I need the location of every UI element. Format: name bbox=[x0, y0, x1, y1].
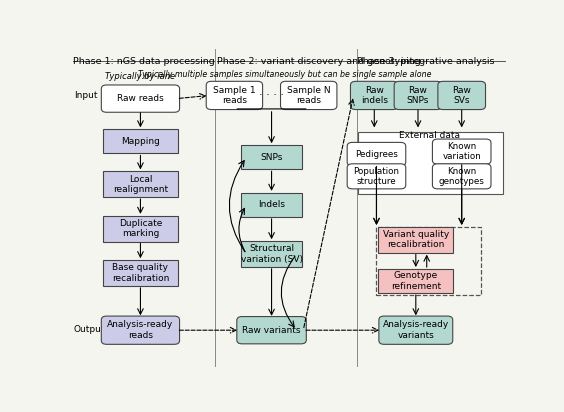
FancyBboxPatch shape bbox=[103, 171, 178, 197]
FancyBboxPatch shape bbox=[102, 316, 179, 344]
Text: Sample N
reads: Sample N reads bbox=[287, 86, 331, 105]
Text: Mapping: Mapping bbox=[121, 137, 160, 146]
Text: Base quality
recalibration: Base quality recalibration bbox=[112, 263, 169, 283]
Text: Typically multiple samples simultaneously but can be single sample alone: Typically multiple samples simultaneousl… bbox=[138, 70, 431, 79]
Text: Duplicate
marking: Duplicate marking bbox=[119, 219, 162, 239]
Text: Sample 1
reads: Sample 1 reads bbox=[213, 86, 255, 105]
FancyBboxPatch shape bbox=[379, 316, 453, 344]
FancyBboxPatch shape bbox=[237, 316, 306, 344]
Text: Variant quality
recalibration: Variant quality recalibration bbox=[383, 230, 449, 250]
Bar bbox=[377, 227, 481, 295]
FancyBboxPatch shape bbox=[433, 164, 491, 189]
FancyBboxPatch shape bbox=[102, 85, 179, 112]
Text: Raw
SNPs: Raw SNPs bbox=[407, 86, 429, 105]
Text: Population
structure: Population structure bbox=[354, 166, 399, 186]
Bar bbox=[358, 132, 503, 194]
FancyBboxPatch shape bbox=[241, 145, 302, 169]
Text: Analysis-ready
variants: Analysis-ready variants bbox=[383, 321, 449, 340]
FancyBboxPatch shape bbox=[103, 260, 178, 286]
Text: Local
realignment: Local realignment bbox=[113, 175, 168, 194]
FancyBboxPatch shape bbox=[347, 164, 406, 189]
Text: External data: External data bbox=[399, 131, 460, 140]
FancyBboxPatch shape bbox=[433, 139, 491, 164]
Text: Pedigrees: Pedigrees bbox=[355, 150, 398, 159]
Text: Typically by lane: Typically by lane bbox=[105, 72, 175, 81]
Text: Indels: Indels bbox=[258, 200, 285, 209]
FancyBboxPatch shape bbox=[280, 81, 337, 110]
Text: Phase 2: variant discovery and genotyping: Phase 2: variant discovery and genotypin… bbox=[217, 57, 421, 66]
Text: Input: Input bbox=[74, 91, 98, 100]
FancyBboxPatch shape bbox=[394, 81, 442, 110]
Text: Analysis-ready
reads: Analysis-ready reads bbox=[107, 321, 174, 340]
Text: Structural
variation (SV): Structural variation (SV) bbox=[241, 244, 302, 264]
Text: Output: Output bbox=[74, 325, 105, 334]
FancyBboxPatch shape bbox=[241, 241, 302, 267]
Text: · · · ·: · · · · bbox=[259, 90, 284, 100]
Text: Raw variants: Raw variants bbox=[243, 326, 301, 335]
FancyBboxPatch shape bbox=[103, 216, 178, 241]
FancyBboxPatch shape bbox=[378, 269, 453, 293]
Text: Raw
SVs: Raw SVs bbox=[452, 86, 471, 105]
FancyBboxPatch shape bbox=[103, 129, 178, 154]
FancyBboxPatch shape bbox=[347, 143, 406, 166]
FancyBboxPatch shape bbox=[378, 227, 453, 253]
Text: Raw
indels: Raw indels bbox=[361, 86, 388, 105]
Text: Genotype
refinement: Genotype refinement bbox=[391, 272, 441, 291]
FancyBboxPatch shape bbox=[241, 193, 302, 217]
Text: Phase 3: integrative analysis: Phase 3: integrative analysis bbox=[357, 57, 494, 66]
Text: Phase 1: nGS data processing: Phase 1: nGS data processing bbox=[73, 57, 214, 66]
FancyBboxPatch shape bbox=[350, 81, 398, 110]
Text: Raw reads: Raw reads bbox=[117, 94, 164, 103]
Text: SNPs: SNPs bbox=[261, 153, 283, 162]
Text: Known
genotypes: Known genotypes bbox=[439, 166, 484, 186]
Text: Known
variation: Known variation bbox=[442, 142, 481, 161]
FancyBboxPatch shape bbox=[206, 81, 263, 110]
FancyBboxPatch shape bbox=[438, 81, 486, 110]
